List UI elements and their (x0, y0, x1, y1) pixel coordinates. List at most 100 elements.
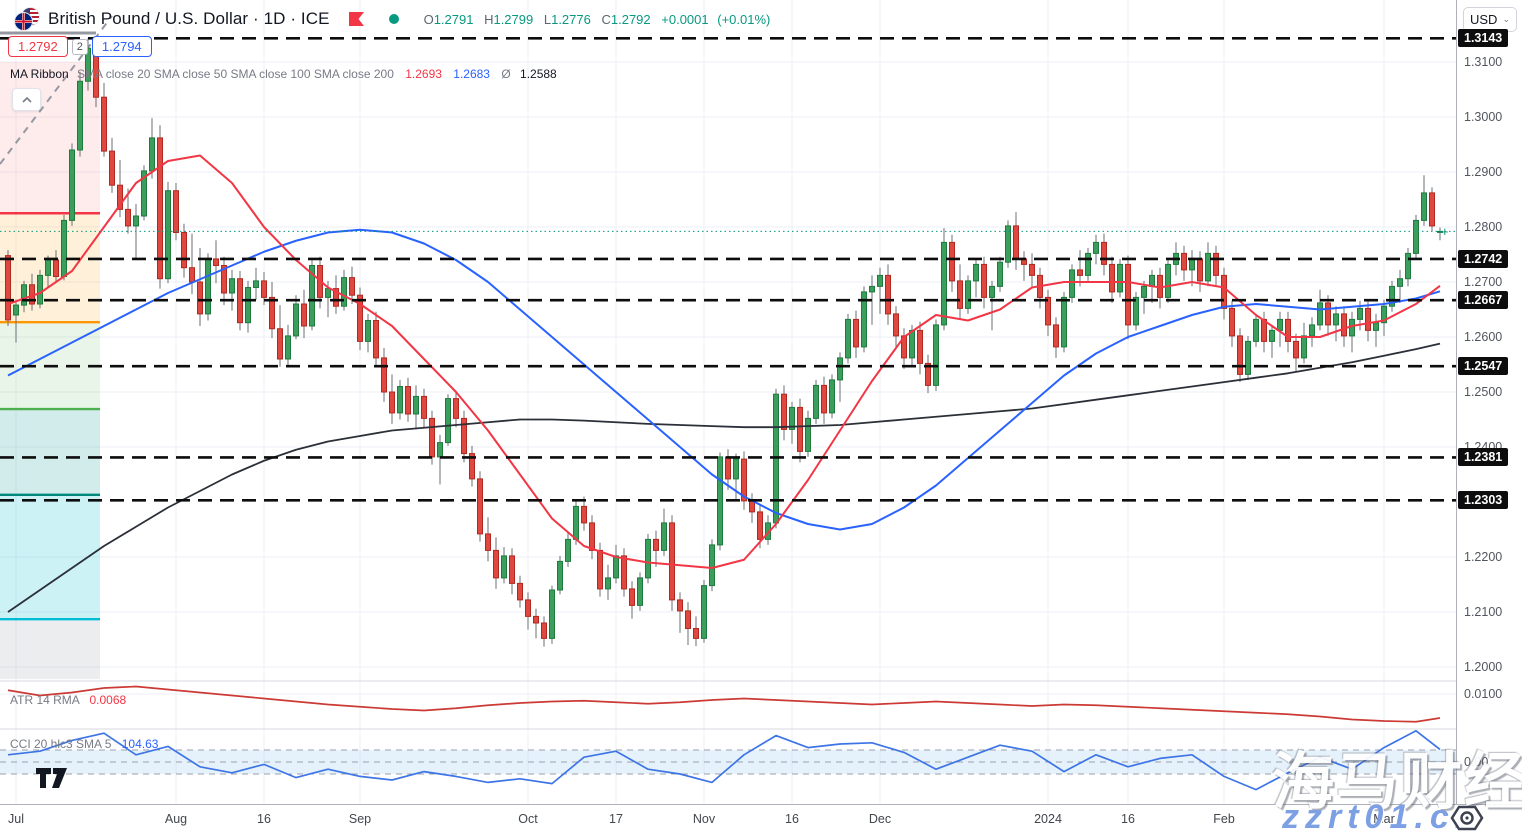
price-line-plus-icon[interactable]: + (1441, 224, 1449, 239)
candle-body[interactable] (837, 357, 843, 381)
candle-body[interactable] (1293, 340, 1299, 359)
candle-body[interactable] (221, 265, 227, 294)
candle-body[interactable] (1309, 324, 1315, 337)
cci-legend[interactable]: CCI 20 hlc3 SMA 5 104.63 (10, 737, 158, 751)
candle-body[interactable] (941, 241, 947, 326)
candle-body[interactable] (949, 241, 955, 282)
currency-dropdown[interactable]: USD ⌄ (1463, 7, 1517, 32)
candle-body[interactable] (1317, 302, 1323, 326)
candle-body[interactable] (661, 522, 667, 551)
candle-body[interactable] (925, 362, 931, 386)
candle-body[interactable] (1253, 318, 1259, 342)
candle-body[interactable] (1165, 263, 1171, 298)
candle-body[interactable] (573, 505, 579, 540)
candle-body[interactable] (589, 522, 595, 551)
candle-body[interactable] (797, 406, 803, 452)
candle-body[interactable] (61, 219, 67, 277)
candle-body[interactable] (165, 190, 171, 280)
candle-body[interactable] (533, 615, 539, 624)
candle-body[interactable] (269, 296, 275, 330)
candle-body[interactable] (885, 274, 891, 315)
candle-body[interactable] (245, 287, 251, 324)
candle-body[interactable] (469, 453, 475, 480)
candle-body[interactable] (1005, 225, 1011, 263)
candle-body[interactable] (1205, 252, 1211, 282)
candle-body[interactable] (37, 274, 43, 305)
candle-body[interactable] (853, 318, 859, 348)
candle-body[interactable] (917, 329, 923, 364)
candle-body[interactable] (525, 599, 531, 617)
candle-body[interactable] (733, 458, 739, 480)
flag-marker-icon[interactable] (348, 11, 365, 27)
candle-body[interactable] (253, 280, 259, 288)
candle-body[interactable] (1229, 307, 1235, 337)
candle-body[interactable] (1029, 263, 1035, 276)
candle-body[interactable] (805, 417, 811, 452)
candle-body[interactable] (13, 304, 19, 316)
candle-body[interactable] (109, 150, 115, 186)
candle-body[interactable] (557, 560, 563, 591)
candle-body[interactable] (117, 184, 123, 210)
candle-body[interactable] (365, 320, 371, 342)
candle-body[interactable] (1341, 313, 1347, 337)
candle-body[interactable] (349, 277, 355, 296)
candle-body[interactable] (685, 610, 691, 630)
candle-body[interactable] (445, 398, 451, 444)
candle-body[interactable] (1053, 324, 1059, 348)
alert-tag-red[interactable]: 1.2792 (8, 36, 68, 57)
candle-body[interactable] (1421, 192, 1427, 221)
candle-body[interactable] (1093, 241, 1099, 254)
candle-body[interactable] (197, 281, 203, 315)
candle-body[interactable] (293, 303, 299, 337)
candle-body[interactable] (693, 628, 699, 639)
candle-body[interactable] (1357, 307, 1363, 320)
candle-body[interactable] (157, 137, 163, 280)
candle-body[interactable] (1245, 340, 1251, 375)
candle-body[interactable] (285, 335, 291, 360)
candle-body[interactable] (21, 284, 27, 306)
candle-body[interactable] (69, 149, 75, 221)
candle-body[interactable] (149, 137, 155, 172)
candle-body[interactable] (1381, 305, 1387, 324)
candle-body[interactable] (373, 320, 379, 359)
candle-body[interactable] (181, 232, 187, 269)
candle-body[interactable] (581, 505, 587, 524)
candle-body[interactable] (1197, 258, 1203, 282)
candle-body[interactable] (1069, 269, 1075, 298)
candle-body[interactable] (453, 398, 459, 419)
candle-body[interactable] (621, 555, 627, 590)
candle-body[interactable] (381, 357, 387, 393)
candle-body[interactable] (1429, 192, 1435, 227)
candle-body[interactable] (1413, 219, 1419, 254)
candle-body[interactable] (757, 511, 763, 540)
symbol-title[interactable]: British Pound / U.S. Dollar · 1D · ICE (48, 9, 330, 28)
candle-body[interactable] (237, 278, 243, 324)
candle-body[interactable] (213, 258, 219, 266)
candle-body[interactable] (613, 555, 619, 579)
atr-legend[interactable]: ATR 14 RMA 0.0068 (10, 693, 126, 707)
candle-body[interactable] (645, 538, 651, 579)
time-axis[interactable]: Jul Aug 16 Sep Oct 17 Nov 16 Dec 2024 16 Feb Mar (0, 804, 1522, 833)
alert-tag-blue[interactable]: 1.2794 (91, 36, 152, 57)
candle-body[interactable] (725, 456, 731, 480)
candle-body[interactable] (45, 259, 51, 276)
candle-body[interactable] (421, 395, 427, 419)
candle-body[interactable] (1237, 335, 1243, 375)
candle-body[interactable] (1149, 274, 1155, 287)
candle-body[interactable] (325, 288, 331, 298)
candle-body[interactable] (1109, 263, 1115, 293)
candle-body[interactable] (981, 263, 987, 298)
candle-body[interactable] (125, 208, 131, 227)
alert-count-badge[interactable]: 2 (71, 38, 88, 55)
candle-body[interactable] (997, 261, 1003, 287)
candle-body[interactable] (133, 215, 139, 227)
level-price-tag[interactable]: 1.3143 (1458, 29, 1509, 48)
candle-body[interactable] (1013, 225, 1019, 260)
candle-body[interactable] (549, 589, 555, 639)
candle-body[interactable] (501, 555, 507, 579)
level-price-tag[interactable]: 1.2667 (1458, 291, 1509, 310)
candle-body[interactable] (429, 417, 435, 458)
candle-body[interactable] (1085, 252, 1091, 276)
candle-body[interactable] (1101, 241, 1107, 265)
